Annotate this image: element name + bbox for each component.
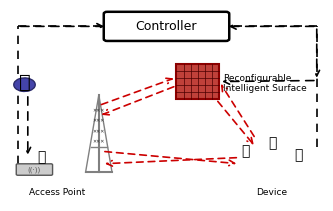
FancyBboxPatch shape bbox=[104, 12, 229, 41]
Text: 🛰: 🛰 bbox=[19, 73, 30, 92]
Text: Access Point: Access Point bbox=[29, 188, 86, 197]
Text: 📱: 📱 bbox=[294, 149, 303, 162]
Text: ✕✕✕: ✕✕✕ bbox=[93, 138, 105, 143]
Text: Reconfigurable
Intelligent Surface: Reconfigurable Intelligent Surface bbox=[223, 74, 306, 93]
Text: Controller: Controller bbox=[136, 20, 197, 33]
Text: 📡: 📡 bbox=[37, 151, 45, 165]
FancyBboxPatch shape bbox=[16, 164, 53, 175]
Text: 📷: 📷 bbox=[268, 136, 276, 150]
Ellipse shape bbox=[14, 78, 35, 91]
Text: ⌚: ⌚ bbox=[241, 144, 250, 158]
Text: ✕✕✕: ✕✕✕ bbox=[93, 128, 105, 133]
Text: ((·)): ((·)) bbox=[28, 166, 41, 173]
Text: Device: Device bbox=[257, 188, 288, 197]
Text: ✕✕✕: ✕✕✕ bbox=[93, 118, 105, 123]
Text: ✕✕✕: ✕✕✕ bbox=[93, 107, 105, 112]
FancyBboxPatch shape bbox=[176, 64, 219, 99]
